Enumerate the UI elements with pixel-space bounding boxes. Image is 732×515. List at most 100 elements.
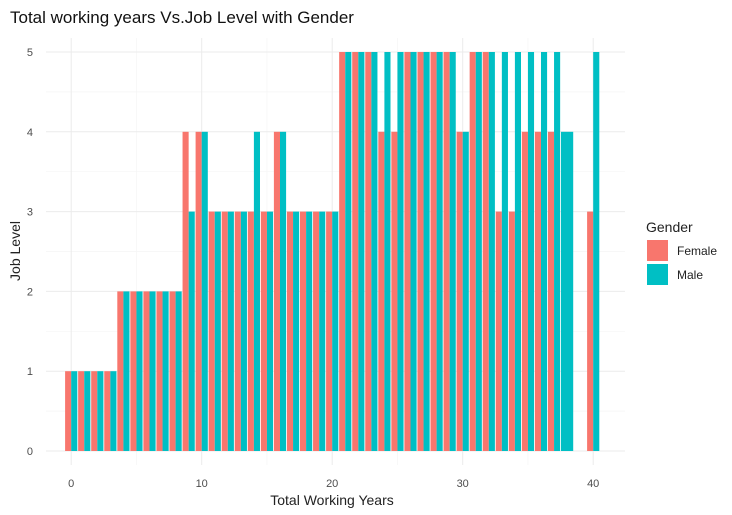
bar-male-19 (319, 211, 326, 451)
bar-male-3 (110, 371, 117, 451)
bar-female-19 (313, 211, 320, 451)
y-tick-label: 5 (27, 47, 33, 59)
legend: Gender Female Male (646, 219, 717, 285)
bar-female-32 (482, 52, 489, 451)
bar-female-15 (260, 211, 267, 451)
bar-female-1 (78, 371, 85, 451)
bar-male-34 (514, 52, 521, 451)
bar-male-40 (593, 52, 600, 451)
bar-female-31 (469, 52, 476, 451)
bar-male-10 (201, 131, 208, 452)
bar-male-27 (423, 52, 430, 451)
bar-male-11 (214, 211, 221, 451)
bar-male-0 (71, 371, 78, 451)
bar-female-5 (130, 291, 137, 451)
bar-female-14 (247, 211, 254, 451)
bar-female-6 (143, 291, 150, 451)
bar-female-2 (91, 371, 98, 451)
bar-male-15 (266, 211, 274, 451)
bar-female-24 (378, 131, 385, 452)
bar-male-37 (554, 52, 561, 451)
bar-female-10 (195, 131, 202, 452)
bar-male-20 (332, 211, 339, 451)
bar-female-12 (221, 211, 228, 451)
bar-male-26 (410, 52, 417, 451)
y-tick-label: 3 (27, 207, 33, 219)
bar-male-12 (227, 211, 234, 451)
bar-male-9 (188, 211, 195, 451)
bar-female-35 (521, 131, 528, 452)
bar-female-40 (587, 211, 594, 451)
bar-male-36 (541, 52, 548, 451)
bar-female-16 (273, 131, 280, 452)
y-tick-label: 4 (27, 127, 33, 139)
bar-male-16 (280, 131, 287, 452)
bar-female-27 (417, 52, 424, 451)
bar-male-18 (306, 211, 313, 451)
bar-female-11 (208, 211, 215, 451)
legend-title: Gender (646, 219, 693, 235)
bar-male-25 (397, 52, 404, 451)
y-tick-label: 2 (27, 286, 33, 298)
bar-male-6 (149, 291, 156, 451)
y-tick-label: 0 (27, 446, 33, 458)
bar-male-8 (175, 291, 182, 451)
bar-male-23 (371, 52, 378, 451)
bar-female-0 (65, 371, 72, 451)
y-axis-ticks: 0 1 2 3 4 5 (27, 47, 33, 458)
bar-female-36 (534, 131, 541, 452)
bar-male-33 (501, 52, 508, 451)
bar-male-21 (345, 52, 352, 451)
x-axis-title: Total Working Years (270, 492, 393, 508)
bar-female-30 (456, 131, 463, 452)
bar-male-1 (84, 371, 91, 451)
bar-female-28 (430, 52, 437, 451)
bar-male-35 (527, 52, 535, 451)
bar-female-3 (104, 371, 111, 451)
bar-male-29 (449, 52, 456, 451)
bar-female-34 (508, 211, 515, 451)
bar-male-24 (384, 52, 391, 451)
bar-male-22 (358, 52, 365, 451)
bar-female-13 (234, 211, 241, 451)
legend-label-female: Female (677, 244, 717, 258)
legend-label-male: Male (677, 268, 703, 282)
bar-female-18 (300, 211, 307, 451)
bar-male-2 (97, 371, 104, 451)
bar-male-17 (293, 211, 300, 451)
bar-male-5 (136, 291, 143, 451)
x-axis-ticks: 0 10 20 30 40 (68, 478, 599, 490)
bar-male-32 (488, 52, 495, 451)
bar-female-25 (391, 131, 398, 452)
bar-male-14 (253, 131, 260, 452)
x-tick-label: 10 (196, 478, 208, 490)
bar-female-17 (286, 211, 294, 451)
x-tick-label: 0 (68, 478, 74, 490)
bar-female-7 (156, 291, 163, 451)
bar-female-23 (365, 52, 372, 451)
x-tick-label: 20 (326, 478, 338, 490)
bar-male-31 (475, 52, 482, 451)
bar-female-26 (404, 52, 411, 451)
bar-male-38 (561, 131, 574, 452)
bar-female-4 (117, 291, 124, 451)
bar-male-7 (162, 291, 169, 451)
bar-female-22 (352, 52, 359, 451)
bar-male-4 (123, 291, 130, 451)
y-tick-label: 1 (27, 366, 33, 378)
bars (65, 52, 600, 452)
chart-title: Total working years Vs.Job Level with Ge… (10, 8, 354, 27)
legend-swatch-male (647, 264, 668, 285)
bar-male-30 (462, 131, 469, 452)
y-axis-title: Job Level (7, 221, 23, 281)
bar-female-9 (182, 131, 189, 452)
x-tick-label: 40 (587, 478, 599, 490)
bar-female-37 (547, 131, 555, 452)
legend-swatch-female (647, 240, 668, 261)
bar-female-21 (339, 52, 346, 451)
x-tick-label: 30 (457, 478, 469, 490)
bar-male-13 (240, 211, 247, 451)
bar-female-8 (169, 291, 176, 451)
bar-female-29 (443, 52, 450, 451)
